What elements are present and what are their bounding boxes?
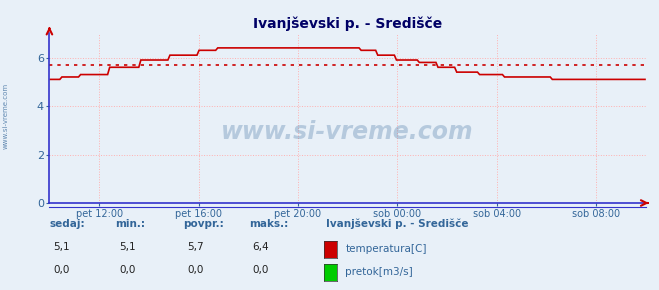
Title: Ivanjševski p. - Središče: Ivanjševski p. - Središče: [253, 16, 442, 31]
Text: 5,1: 5,1: [119, 242, 136, 252]
Text: www.si-vreme.com: www.si-vreme.com: [2, 83, 9, 149]
Text: www.si-vreme.com: www.si-vreme.com: [221, 120, 474, 144]
Text: maks.:: maks.:: [249, 219, 289, 229]
Text: pretok[m3/s]: pretok[m3/s]: [345, 267, 413, 277]
Text: 0,0: 0,0: [253, 265, 269, 275]
Text: 0,0: 0,0: [119, 265, 135, 275]
Text: temperatura[C]: temperatura[C]: [345, 244, 427, 253]
Text: Ivanjševski p. - Središče: Ivanjševski p. - Središče: [326, 219, 469, 229]
Text: 6,4: 6,4: [252, 242, 270, 252]
Text: 5,1: 5,1: [53, 242, 70, 252]
Text: min.:: min.:: [115, 219, 146, 229]
Text: 0,0: 0,0: [187, 265, 203, 275]
Text: sedaj:: sedaj:: [49, 219, 85, 229]
Text: 0,0: 0,0: [53, 265, 69, 275]
Text: povpr.:: povpr.:: [183, 219, 224, 229]
Text: 5,7: 5,7: [186, 242, 204, 252]
